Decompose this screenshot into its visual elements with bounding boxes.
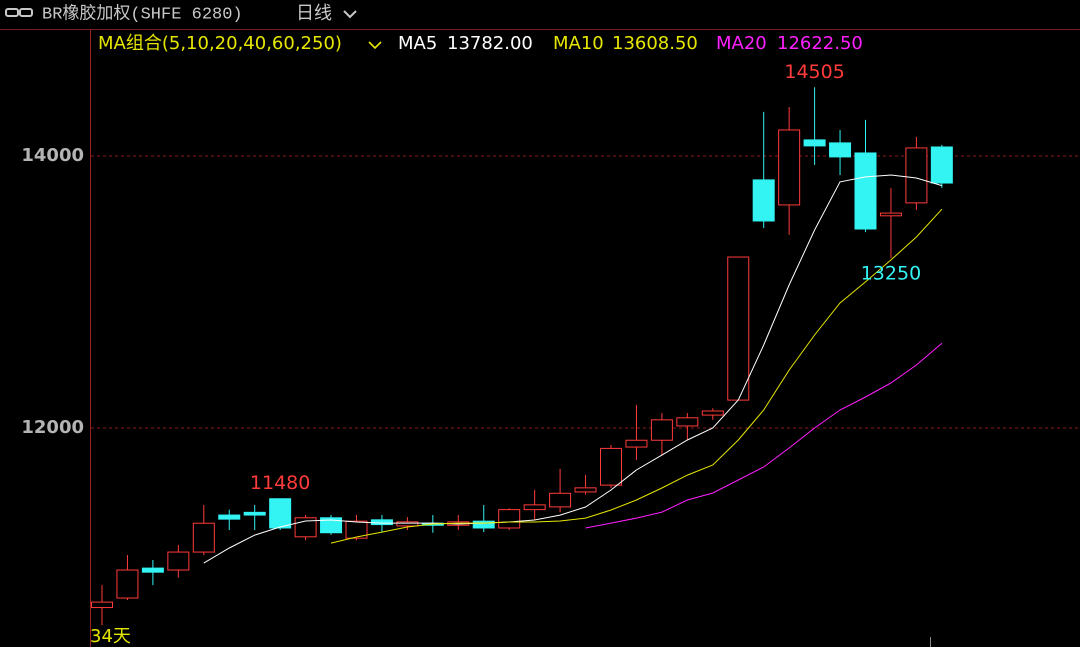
candle-body: [879, 212, 902, 217]
candle-body: [752, 179, 775, 222]
candle-body: [778, 129, 801, 206]
candle-body: [141, 567, 164, 573]
candle-body: [370, 519, 393, 526]
candle-body: [905, 147, 928, 204]
candle-body: [396, 521, 419, 527]
candle-body: [320, 517, 343, 534]
candle-body: [930, 146, 953, 184]
candle-body: [167, 551, 190, 571]
y-tick-label: 12000: [21, 417, 84, 438]
ma-line: [585, 342, 943, 529]
candle-body: [803, 139, 826, 147]
chart-title: BR橡胶加权(SHFE 6280): [42, 3, 243, 24]
ma-line: [330, 208, 943, 544]
candle-body: [243, 511, 266, 516]
candle-body: [625, 439, 648, 448]
candle-body: [192, 522, 215, 553]
candle-body: [91, 601, 113, 609]
candle-body: [218, 514, 241, 520]
candle-body: [523, 504, 546, 511]
candle-body: [116, 569, 139, 599]
candle-body: [574, 487, 597, 493]
day-count: 34天: [90, 626, 131, 647]
link-icon: [5, 8, 33, 17]
period-chevron[interactable]: [343, 10, 357, 19]
y-tick-label: 14000: [21, 145, 84, 166]
candle-body: [829, 142, 852, 158]
period[interactable]: 日线: [296, 3, 332, 24]
ma-line: [203, 174, 943, 564]
candle-body: [676, 417, 699, 427]
ma-combo[interactable]: MA组合(5,10,20,40,60,250): [98, 33, 342, 54]
candle-body: [727, 256, 750, 401]
legend-name: MA5: [398, 33, 437, 54]
local-high-label: 11480: [250, 472, 310, 494]
candle-body: [345, 520, 368, 539]
candle-body: [600, 447, 622, 486]
candle-body: [269, 498, 292, 529]
high-label: 14505: [784, 61, 844, 83]
candle-body: [701, 410, 724, 416]
legend-value: 13608.50: [612, 33, 698, 54]
ma-combo-chevron[interactable]: [368, 41, 382, 50]
low-label: 13250: [861, 262, 921, 284]
legend-name: MA20: [716, 33, 767, 54]
legend-value: 13782.00: [447, 33, 533, 54]
legend-name: MA10: [553, 33, 604, 54]
candle-body: [650, 419, 673, 441]
candle-body: [854, 152, 877, 230]
legend-value: 12622.50: [777, 33, 863, 54]
candle-body: [498, 509, 521, 529]
candle-body: [472, 520, 495, 529]
candle-body: [549, 492, 572, 508]
